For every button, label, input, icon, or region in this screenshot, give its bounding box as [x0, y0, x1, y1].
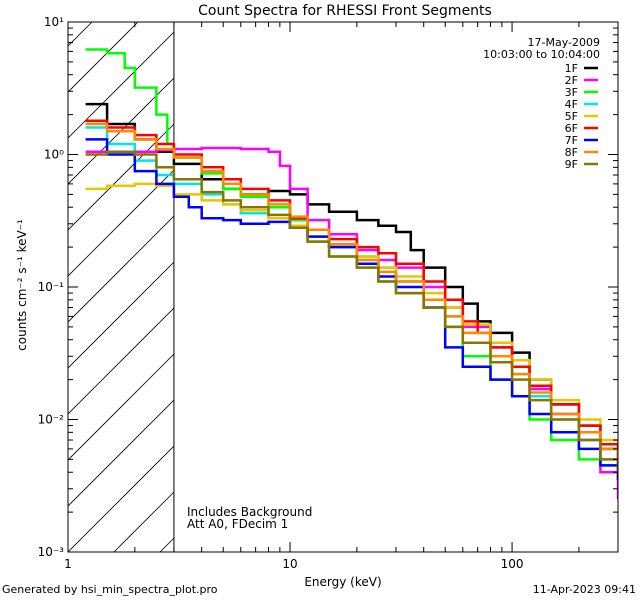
axis-ticks: 1 10 100 10¹ 10⁰ 10⁻¹ 10⁻² 10⁻³ — [38, 15, 619, 571]
series-9f — [85, 150, 618, 473]
hatch-line — [68, 22, 185, 139]
legend-label-4f: 4F — [565, 98, 578, 111]
legend-label-5f: 5F — [565, 110, 578, 123]
y-axis-label: counts cm⁻² s⁻¹ keV⁻¹ — [15, 219, 29, 351]
x-tick-label: 1 — [64, 557, 72, 571]
x-tick-label: 100 — [501, 557, 524, 571]
y-tick-label: 10⁻¹ — [38, 280, 65, 294]
y-tick-label: 10⁰ — [44, 148, 64, 162]
legend-label-9f: 9F — [565, 158, 578, 171]
footer-generator: Generated by hsi_min_spectra_plot.pro — [2, 583, 218, 596]
annotation-background: Includes Background — [187, 505, 312, 519]
y-tick-label: 10⁻² — [38, 413, 65, 427]
y-tick-label: 10⁻³ — [38, 545, 65, 559]
footer-timestamp: 11-Apr-2023 09:41 — [532, 583, 636, 596]
legend-label-3f: 3F — [565, 86, 578, 99]
annotation-attenuator: Att A0, FDecim 1 — [187, 517, 288, 531]
y-tick-label: 10¹ — [44, 15, 64, 29]
hatch-line — [68, 22, 231, 185]
shaded-background-region — [68, 22, 640, 552]
time-range-label: 10:03:00 to 10:04:00 — [483, 48, 600, 61]
date-label: 17-May-2009 — [528, 36, 600, 49]
chart-title: Count Spectra for RHESSI Front Segments — [198, 3, 492, 19]
legend-label-7f: 7F — [565, 134, 578, 147]
legend-label-1f: 1F — [565, 62, 578, 75]
x-tick-label: 10 — [282, 557, 297, 571]
x-axis-label: Energy (keV) — [304, 575, 381, 589]
spectra-series — [85, 48, 618, 500]
hatch-line — [620, 22, 640, 552]
legend-label-2f: 2F — [565, 74, 578, 87]
legend-label-8f: 8F — [565, 146, 578, 159]
legend-label-6f: 6F — [565, 122, 578, 135]
